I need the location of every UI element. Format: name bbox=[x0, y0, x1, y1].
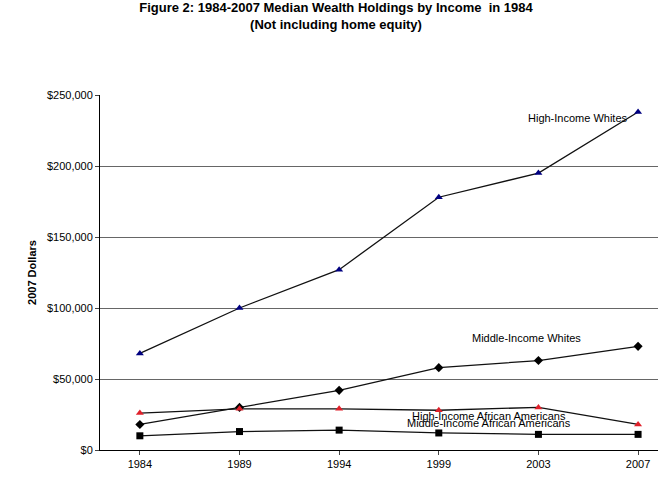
svg-text:$250,000: $250,000 bbox=[47, 89, 93, 101]
svg-text:Middle-Income African American: Middle-Income African Americans bbox=[407, 417, 571, 429]
svg-text:$50,000: $50,000 bbox=[53, 373, 93, 385]
svg-text:High-Income Whites: High-Income Whites bbox=[528, 112, 628, 124]
svg-text:$0: $0 bbox=[81, 444, 93, 456]
svg-text:$100,000: $100,000 bbox=[47, 302, 93, 314]
svg-text:High-Income African Americans: High-Income African Americans bbox=[412, 410, 566, 422]
svg-text:Middle-Income Whites: Middle-Income Whites bbox=[472, 332, 581, 344]
svg-text:2007 Dollars: 2007 Dollars bbox=[26, 240, 38, 305]
svg-text:1994: 1994 bbox=[327, 458, 351, 470]
svg-text:$200,000: $200,000 bbox=[47, 160, 93, 172]
svg-text:2007: 2007 bbox=[626, 458, 650, 470]
svg-text:2003: 2003 bbox=[526, 458, 550, 470]
svg-text:1984: 1984 bbox=[128, 458, 152, 470]
svg-text:1989: 1989 bbox=[227, 458, 251, 470]
svg-text:$150,000: $150,000 bbox=[47, 231, 93, 243]
svg-text:1999: 1999 bbox=[427, 458, 451, 470]
svg-text:Figure 2: 1984-2007 Median Wea: Figure 2: 1984-2007 Median Wealth Holdin… bbox=[139, 0, 533, 32]
